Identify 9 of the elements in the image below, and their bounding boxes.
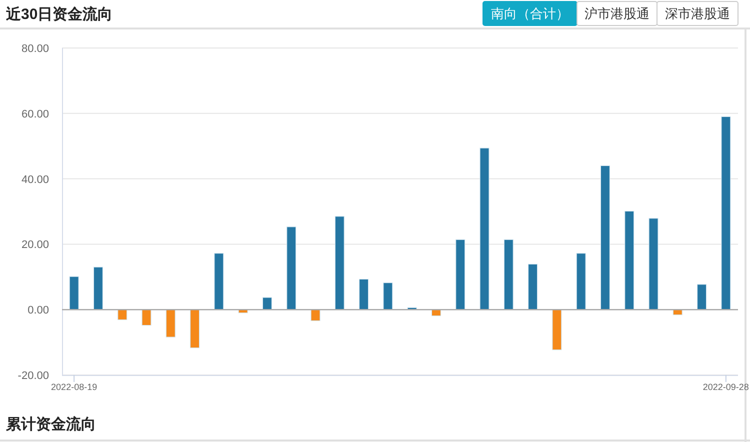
x-tick-label: 2022-09-28 [702,382,749,392]
y-tick-label: 40.00 [21,174,49,186]
y-tick-label: 0.00 [28,304,49,317]
y-tick-label: 80.00 [21,43,49,55]
x-tick-label: 2022-08-19 [51,382,98,392]
y-tick-label: -20.00 [18,370,49,382]
y-tick-label: 60.00 [21,108,49,120]
y-tick-label: 20.00 [21,239,49,252]
title: 近30日资金流向 [6,6,113,23]
